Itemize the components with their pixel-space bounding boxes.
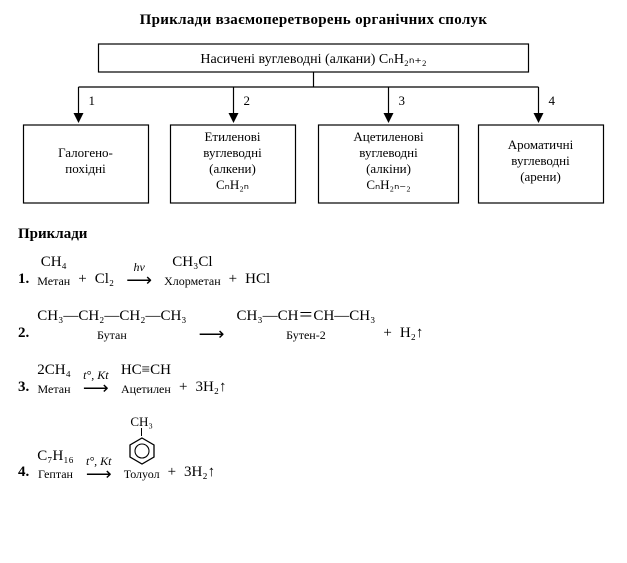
eq1-rhs2: HCl <box>245 270 270 290</box>
branch-2-l3: (алкени) <box>209 161 256 176</box>
eq3-lhs-label: Метан <box>38 382 71 398</box>
eq3-rhs2-formula: 3H₂↑ <box>195 378 226 398</box>
branch-3-num: 3 <box>399 93 406 108</box>
eq3-lhs: 2CH₄ Метан <box>37 361 71 397</box>
eq3-arrow: t°, Kt ⟶ <box>77 369 115 397</box>
eq3-rhs2: 3H₂↑ <box>195 378 226 398</box>
eq1-lhs1-formula: CH₄ <box>41 253 67 273</box>
eq4-lhs-label: Гептан <box>38 467 73 483</box>
branch-4-arrow <box>534 113 544 123</box>
equation-2: 2. CH₃—CH₂—CH₂—CH₃ Бутан ⟶ CH₃—CH＝CH—CH₃… <box>18 307 609 343</box>
eq1-lhs1-label: Метан <box>37 274 70 290</box>
eq4-lhs: C₇H₁₆ Гептан <box>37 447 74 483</box>
arrow-icon: ⟶ <box>86 465 112 483</box>
equation-3: 3. 2CH₄ Метан t°, Kt ⟶ HC≡CH Ацетилен + … <box>18 361 609 397</box>
branch-4-l2: вуглеводні <box>511 153 570 168</box>
examples-heading: Приклади <box>18 226 609 243</box>
branch-4-l1: Ароматичні <box>508 137 574 152</box>
eq1-plus1: + <box>76 270 88 290</box>
toluene-label: Толуол <box>124 467 160 483</box>
toluene-ch3: CH₃ <box>130 415 153 428</box>
branch-2-arrow <box>229 113 239 123</box>
eq4-num: 4. <box>18 463 29 483</box>
branch-3-l2: вуглеводні <box>359 145 418 160</box>
branch-1-num: 1 <box>89 93 96 108</box>
eq4-rhs2-formula: 3H₂↑ <box>184 463 215 483</box>
eq3-plus: + <box>177 378 189 398</box>
eq3-rhs1-label: Ацетилен <box>121 382 171 398</box>
branch-4-num: 4 <box>549 93 556 108</box>
branch-4-l3: (арени) <box>520 169 561 184</box>
root-label: Насичені вуглеводні (алкани) CₙH₂ₙ₊₂ <box>200 52 426 67</box>
eq4-toluene: CH₃ Толуол <box>124 415 160 483</box>
toluene-stem <box>141 428 142 436</box>
eq2-rhs1: CH₃—CH＝CH—CH₃ Бутен-2 <box>237 307 376 343</box>
eq2-arrow: ⟶ <box>193 325 231 343</box>
branch-1-l2: похідні <box>65 161 106 176</box>
branch-2-l2: вуглеводні <box>203 145 262 160</box>
eq2-rhs1-formula: CH₃—CH＝CH—CH₃ <box>237 307 376 327</box>
eq1-plus2: + <box>227 270 239 290</box>
equation-1: 1. CH₄ Метан + Cl₂ hν ⟶ CH₃Cl Хлорметан … <box>18 253 609 289</box>
eq4-arrow: t°, Kt ⟶ <box>80 455 118 483</box>
branch-1-arrow <box>74 113 84 123</box>
arrow-icon: ⟶ <box>126 271 152 289</box>
eq2-lhs: CH₃—CH₂—CH₂—CH₃ Бутан <box>37 307 186 343</box>
eq1-lhs2-formula: Cl₂ <box>95 270 114 290</box>
eq1-lhs2: Cl₂ <box>95 270 114 290</box>
equations: 1. CH₄ Метан + Cl₂ hν ⟶ CH₃Cl Хлорметан … <box>18 253 609 483</box>
branch-1-l1: Галогено- <box>58 145 113 160</box>
eq3-lhs-formula: 2CH₄ <box>37 361 71 381</box>
eq4-rhs2: 3H₂↑ <box>184 463 215 483</box>
arrow-icon: ⟶ <box>83 379 109 397</box>
eq2-lhs-label: Бутан <box>97 328 127 344</box>
eq1-rhs2-formula: HCl <box>245 270 270 290</box>
eq4-plus: + <box>166 463 178 483</box>
branch-3-arrow <box>384 113 394 123</box>
eq2-rhs2: H₂↑ <box>400 324 424 344</box>
branch-2-l1: Етиленові <box>204 129 260 144</box>
eq1-arrow: hν ⟶ <box>120 261 158 289</box>
benzene-icon <box>127 436 157 466</box>
diagram: Насичені вуглеводні (алкани) CₙH₂ₙ₊₂ 1 2… <box>18 39 609 209</box>
eq3-rhs1-formula: HC≡CH <box>121 361 171 381</box>
branch-3-l4: CₙH₂ₙ₋₂ <box>366 177 410 192</box>
eq1-rhs1-label: Хлорметан <box>164 274 221 290</box>
arrow-icon: ⟶ <box>199 325 225 343</box>
equation-4: 4. C₇H₁₆ Гептан t°, Kt ⟶ CH₃ Толуол + 3 <box>18 415 609 483</box>
branch-2-num: 2 <box>244 93 251 108</box>
eq1-num: 1. <box>18 270 29 290</box>
eq2-plus: + <box>381 324 393 344</box>
branch-3-l1: Ацетиленові <box>353 129 424 144</box>
eq3-num: 3. <box>18 378 29 398</box>
branch-2-l4: CₙH₂ₙ <box>216 177 249 192</box>
eq3-rhs1: HC≡CH Ацетилен <box>121 361 171 397</box>
eq1-lhs1: CH₄ Метан <box>37 253 70 289</box>
eq4-lhs-formula: C₇H₁₆ <box>37 447 74 467</box>
page-title: Приклади взаємоперетворень органічних сп… <box>18 12 609 29</box>
eq2-num: 2. <box>18 324 29 344</box>
eq1-rhs1: CH₃Cl Хлорметан <box>164 253 221 289</box>
eq2-rhs2-formula: H₂↑ <box>400 324 424 344</box>
eq2-rhs1-label: Бутен-2 <box>286 328 326 344</box>
eq1-rhs1-formula: CH₃Cl <box>172 253 212 273</box>
branch-3-l3: (алкіни) <box>366 161 411 176</box>
eq2-lhs-formula: CH₃—CH₂—CH₂—CH₃ <box>37 307 186 327</box>
